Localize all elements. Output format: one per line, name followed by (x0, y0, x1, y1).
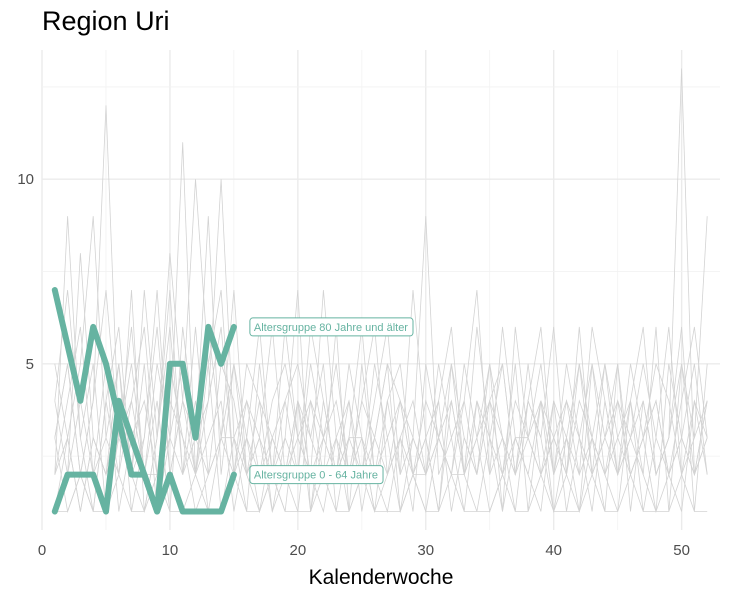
highlight-series-line (51, 397, 237, 515)
x-tick-label: 30 (417, 542, 434, 559)
x-tick-label: 10 (162, 542, 179, 559)
background-series-line (54, 68, 708, 514)
highlight-series (51, 287, 237, 515)
x-tick-label: 0 (38, 542, 46, 559)
series-label-text: Altersgruppe 0 - 64 Jahre (254, 470, 378, 482)
chart-title: Region Uri (42, 6, 170, 36)
series-label-box (249, 317, 414, 337)
series-label: Altersgruppe 0 - 64 Jahre (249, 465, 384, 485)
x-tick-label: 50 (673, 542, 690, 559)
x-tick-label: 40 (545, 542, 562, 559)
y-tick-label: 10 (17, 171, 34, 188)
background-series (54, 68, 708, 514)
series-label: Altersgruppe 80 Jahre und älter (249, 317, 414, 337)
series-label-text: Altersgruppe 80 Jahre und älter (254, 322, 408, 334)
series-label-box (249, 465, 384, 485)
x-axis-title: Kalenderwoche (309, 566, 454, 589)
axes: 0 10 20 30 40 50 5 10 Kalenderwoche (17, 171, 690, 589)
series-annotations: Altersgruppe 80 Jahre und älter Altersgru… (249, 317, 414, 485)
y-tick-label: 5 (26, 356, 34, 373)
x-tick-label: 20 (290, 542, 307, 559)
